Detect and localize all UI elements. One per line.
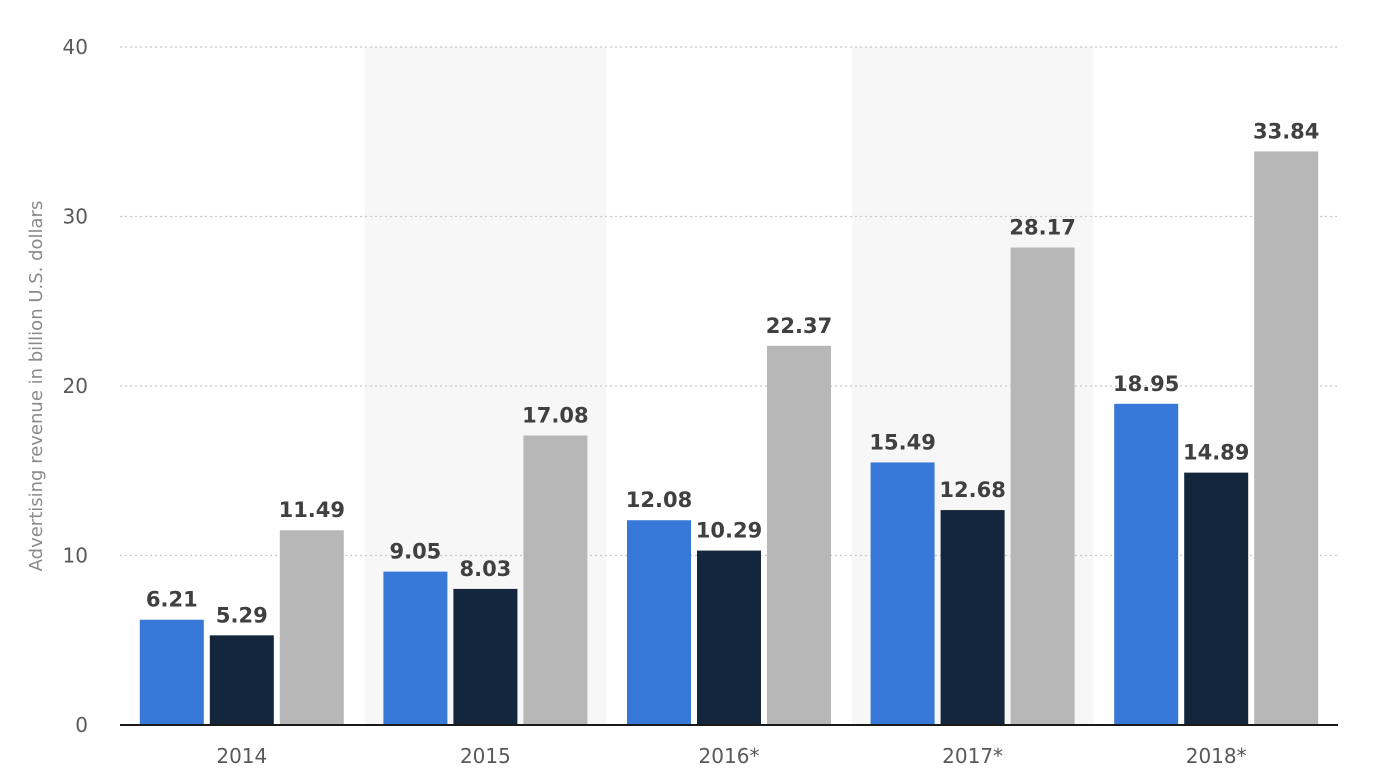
data-label: 12.08 — [626, 488, 692, 512]
data-label: 17.08 — [522, 403, 588, 427]
x-tick-label: 2015 — [460, 744, 511, 768]
bar[interactable] — [1254, 151, 1319, 726]
y-tick-label: 20 — [63, 374, 88, 398]
data-label: 12.68 — [939, 478, 1005, 502]
data-label: 11.49 — [279, 498, 345, 522]
data-label: 5.29 — [216, 603, 268, 627]
bar[interactable] — [523, 435, 588, 725]
bar[interactable] — [940, 510, 1005, 725]
y-tick-label: 0 — [75, 713, 88, 737]
bar[interactable] — [279, 530, 344, 725]
x-tick-label: 2014 — [216, 744, 267, 768]
bar[interactable] — [1010, 247, 1075, 725]
bar[interactable] — [139, 619, 204, 725]
data-label: 10.29 — [696, 519, 762, 543]
y-axis-ticks: 0 10 20 30 40 — [63, 35, 88, 737]
data-label: 33.84 — [1253, 119, 1319, 143]
data-label: 9.05 — [389, 540, 441, 564]
bar[interactable] — [870, 462, 935, 725]
bar[interactable] — [453, 588, 518, 725]
data-label: 15.49 — [869, 430, 935, 454]
x-tick-label: 2017* — [942, 744, 1003, 768]
y-tick-label: 30 — [63, 205, 88, 229]
y-axis-label: Advertising revenue in billion U.S. doll… — [26, 201, 47, 572]
bar[interactable] — [697, 550, 761, 725]
bar[interactable] — [209, 635, 274, 725]
data-label: 28.17 — [1009, 216, 1075, 240]
data-label: 6.21 — [146, 588, 198, 612]
data-label: 14.89 — [1183, 441, 1249, 465]
data-label: 8.03 — [459, 557, 511, 581]
bars — [139, 151, 1319, 726]
bar[interactable] — [1184, 472, 1249, 725]
bar[interactable] — [627, 520, 691, 725]
data-label: 22.37 — [766, 314, 832, 338]
y-tick-label: 40 — [63, 35, 88, 59]
data-label: 18.95 — [1113, 372, 1179, 396]
x-tick-label: 2016* — [699, 744, 760, 768]
bar[interactable] — [767, 345, 831, 725]
bar[interactable] — [1114, 403, 1179, 725]
bar[interactable] — [383, 571, 448, 725]
y-tick-label: 10 — [63, 544, 88, 568]
x-axis: 2014 2015 2016* 2017* 2018* — [120, 724, 1338, 768]
x-tick-label: 2018* — [1186, 744, 1247, 768]
